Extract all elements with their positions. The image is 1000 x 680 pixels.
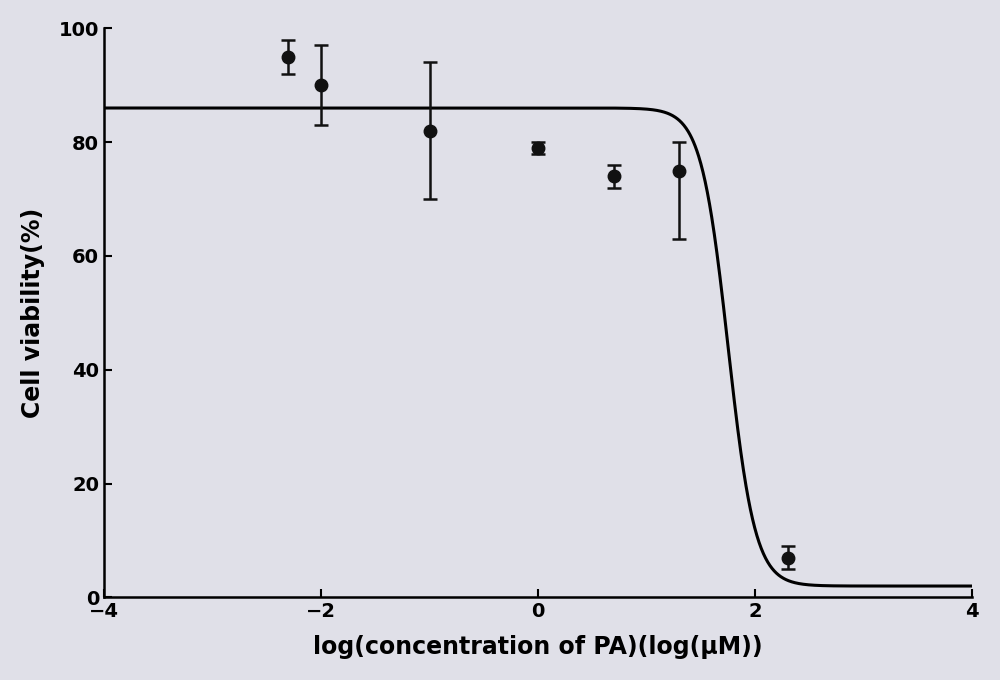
X-axis label: log(concentration of PA)(log(μM)): log(concentration of PA)(log(μM)) xyxy=(313,635,763,659)
Y-axis label: Cell viability(%): Cell viability(%) xyxy=(21,208,45,418)
